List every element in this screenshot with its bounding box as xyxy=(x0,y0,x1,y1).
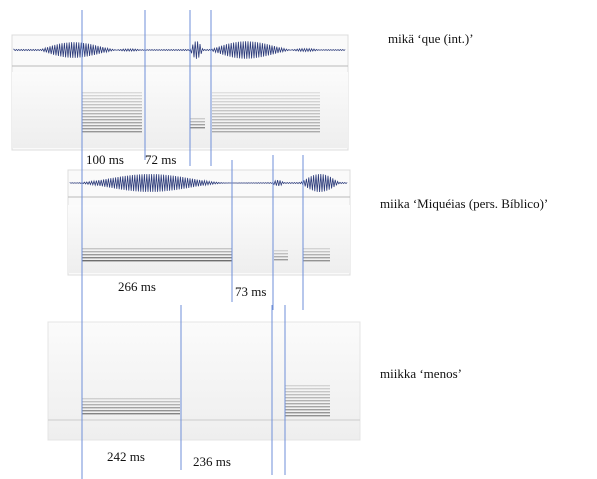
formant-band xyxy=(274,253,288,254)
formant-band xyxy=(212,95,320,96)
formant-band xyxy=(190,124,205,125)
formant-band xyxy=(82,95,142,96)
formant-band xyxy=(82,113,142,114)
formant-band xyxy=(285,415,330,416)
formant-band xyxy=(82,110,142,111)
formant-band xyxy=(212,110,320,111)
formant-band xyxy=(212,113,320,114)
duration-label: 266 ms xyxy=(118,279,156,294)
formant-band xyxy=(82,101,142,102)
duration-label: 73 ms xyxy=(235,284,266,299)
formant-band xyxy=(285,400,330,401)
formant-band xyxy=(274,250,288,251)
formant-band xyxy=(285,409,330,410)
formant-band xyxy=(82,404,180,405)
formant-band xyxy=(303,251,330,252)
word-label: miikka ‘menos’ xyxy=(380,366,462,381)
formant-band xyxy=(212,107,320,108)
formant-band xyxy=(212,131,320,132)
formant-band xyxy=(212,98,320,99)
formant-band xyxy=(303,254,330,255)
formant-band xyxy=(82,410,180,411)
formant-band xyxy=(82,119,142,120)
formant-band xyxy=(82,248,232,249)
formant-band xyxy=(303,248,330,249)
formant-band xyxy=(82,92,142,93)
formant-band xyxy=(82,254,232,255)
formant-band xyxy=(82,401,180,402)
formant-band xyxy=(274,256,288,257)
formant-band xyxy=(82,122,142,123)
word-label: miika ‘Miquéias (pers. Bíblico)’ xyxy=(380,196,548,211)
formant-band xyxy=(82,407,180,408)
formant-band xyxy=(285,391,330,392)
formant-band xyxy=(190,127,205,128)
formant-band xyxy=(82,116,142,117)
formant-band xyxy=(82,125,142,126)
formant-band xyxy=(212,122,320,123)
formant-band xyxy=(212,119,320,120)
spectrogram xyxy=(48,322,360,440)
formant-band xyxy=(82,413,180,414)
formant-band xyxy=(82,107,142,108)
formant-band xyxy=(285,394,330,395)
formant-band xyxy=(212,128,320,129)
panel-3: miikka ‘menos’ 242 ms 236 ms xyxy=(48,322,462,469)
formant-band xyxy=(285,385,330,386)
formant-band xyxy=(82,260,232,261)
formant-band xyxy=(82,128,142,129)
formant-band xyxy=(82,131,142,132)
formant-band xyxy=(190,118,205,119)
formant-band xyxy=(82,104,142,105)
formant-band xyxy=(212,116,320,117)
formant-band xyxy=(285,406,330,407)
formant-band xyxy=(212,101,320,102)
formant-band xyxy=(212,104,320,105)
duration-label: 236 ms xyxy=(193,454,231,469)
formant-band xyxy=(82,398,180,399)
duration-label: 242 ms xyxy=(107,449,145,464)
formant-band xyxy=(285,412,330,413)
formant-band xyxy=(82,98,142,99)
panel-1: mikä ‘que (int.)’ 100 ms 72 ms xyxy=(12,31,474,167)
formant-band xyxy=(285,388,330,389)
formant-band xyxy=(212,92,320,93)
formant-band xyxy=(82,257,232,258)
panel-2: miika ‘Miquéias (pers. Bíblico)’ 266 ms … xyxy=(68,170,548,299)
formant-band xyxy=(303,260,330,261)
duration-label: 100 ms xyxy=(86,152,124,167)
formant-band xyxy=(212,125,320,126)
word-label: mikä ‘que (int.)’ xyxy=(388,31,474,46)
formant-band xyxy=(190,121,205,122)
formant-band xyxy=(82,251,232,252)
formant-band xyxy=(285,403,330,404)
spectrogram xyxy=(68,205,350,273)
formant-band xyxy=(285,397,330,398)
duration-label: 72 ms xyxy=(145,152,176,167)
formant-band xyxy=(303,257,330,258)
figure: mikä ‘que (int.)’ 100 ms 72 ms miika ‘Mi… xyxy=(0,0,597,479)
formant-band xyxy=(274,259,288,260)
